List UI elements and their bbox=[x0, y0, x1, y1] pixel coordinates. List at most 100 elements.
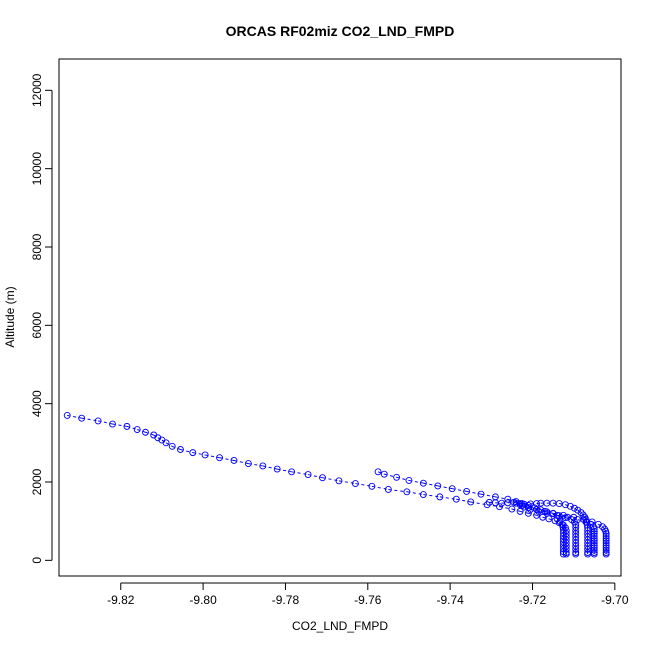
data-point bbox=[351, 480, 359, 488]
series-1-segment bbox=[180, 449, 193, 454]
y-axis-label: Altitude (m) bbox=[3, 286, 17, 347]
data-point bbox=[539, 513, 547, 521]
data-point bbox=[496, 503, 503, 511]
data-point bbox=[405, 476, 413, 484]
data-point bbox=[512, 499, 520, 507]
x-tick-label: -9.72 bbox=[519, 593, 547, 607]
chart-title: ORCAS RF02miz CO2_LND_FMPD bbox=[226, 23, 455, 39]
data-point bbox=[368, 482, 376, 490]
series-2-segment bbox=[495, 496, 508, 500]
series-1-segment bbox=[233, 459, 249, 465]
data-point bbox=[535, 507, 543, 515]
series-2-segment bbox=[377, 471, 385, 475]
data-point bbox=[553, 511, 561, 519]
data-point bbox=[602, 530, 610, 538]
plot-frame bbox=[58, 58, 622, 577]
data-point bbox=[590, 530, 598, 538]
y-tick-label: 10000 bbox=[30, 152, 44, 186]
data-point bbox=[590, 537, 598, 545]
series-1-segment bbox=[219, 457, 235, 461]
data-point bbox=[520, 503, 528, 511]
x-tick-label: -9.82 bbox=[107, 593, 135, 607]
data-point bbox=[335, 477, 343, 485]
series-1-segment bbox=[165, 442, 173, 447]
data-point bbox=[168, 442, 176, 450]
series-1-segment bbox=[126, 425, 138, 430]
series-3-segment bbox=[513, 501, 521, 505]
data-point bbox=[574, 516, 582, 524]
data-point bbox=[508, 505, 516, 513]
x-tick-label: -9.74 bbox=[436, 593, 464, 607]
data-point bbox=[559, 548, 567, 556]
series-1-segment bbox=[262, 465, 278, 470]
data-point bbox=[543, 509, 551, 517]
series-4-segment bbox=[544, 510, 554, 514]
series-3-segment bbox=[570, 505, 575, 509]
data-point bbox=[162, 439, 170, 447]
series-2-segment bbox=[437, 485, 453, 490]
series-1-segment bbox=[98, 420, 113, 425]
y-tick-label: 2000 bbox=[30, 468, 44, 495]
data-point bbox=[504, 495, 512, 503]
data-point bbox=[189, 449, 197, 457]
data-point bbox=[590, 525, 598, 533]
series-1-segment bbox=[192, 452, 206, 456]
x-tick-label: -9.70 bbox=[601, 593, 629, 607]
data-point bbox=[602, 527, 610, 535]
data-point bbox=[590, 542, 598, 549]
series-1-segment bbox=[548, 518, 556, 522]
data-point bbox=[419, 479, 427, 487]
series-1-segment bbox=[499, 506, 512, 510]
data-point bbox=[524, 504, 532, 511]
data-point bbox=[561, 501, 569, 509]
data-point bbox=[230, 457, 238, 464]
series-1-segment bbox=[137, 429, 146, 433]
y-tick-label: 6000 bbox=[30, 312, 44, 339]
data-point bbox=[599, 523, 606, 531]
data-point bbox=[483, 501, 491, 509]
series-3-segment bbox=[565, 504, 571, 507]
data-point bbox=[537, 506, 545, 514]
x-tick-label: -9.78 bbox=[272, 593, 300, 607]
data-point bbox=[590, 534, 598, 542]
series-2-segment bbox=[384, 473, 397, 478]
series-1-segment bbox=[536, 514, 543, 518]
series-1-segment bbox=[172, 445, 181, 450]
data-point bbox=[304, 471, 312, 479]
series-3-segment bbox=[559, 503, 566, 506]
series-1-segment bbox=[456, 498, 471, 503]
data-point bbox=[436, 493, 444, 501]
series-5-segment bbox=[577, 519, 587, 523]
data-point bbox=[403, 488, 411, 496]
series-2-segment bbox=[534, 507, 541, 511]
y-tick-label: 0 bbox=[30, 557, 44, 564]
series-1-segment bbox=[145, 431, 154, 436]
data-point bbox=[602, 534, 610, 542]
series-1-segment bbox=[205, 454, 220, 459]
x-axis-label: CO2_LND_FMPD bbox=[292, 619, 388, 633]
series-5-segment bbox=[538, 510, 548, 514]
data-point bbox=[602, 546, 610, 554]
series-2-segment bbox=[423, 482, 438, 487]
series-2-segment bbox=[466, 490, 482, 495]
data-point bbox=[572, 550, 580, 558]
data-point bbox=[244, 460, 252, 468]
data-point bbox=[577, 509, 585, 516]
series-1-segment bbox=[153, 434, 159, 439]
data-point bbox=[434, 482, 442, 490]
data-point bbox=[216, 454, 224, 462]
data-point bbox=[177, 446, 184, 453]
data-point bbox=[602, 532, 610, 540]
series-4-segment bbox=[598, 523, 603, 528]
x-axis: -9.82 -9.80 -9.78 -9.76 -9.74 -9.72 -9.70 bbox=[107, 582, 629, 607]
data-point bbox=[584, 550, 592, 558]
data-point bbox=[602, 537, 610, 545]
data-point bbox=[319, 474, 326, 482]
data-point bbox=[154, 434, 162, 442]
data-point bbox=[201, 451, 209, 459]
data-point bbox=[602, 542, 610, 549]
data-point bbox=[572, 545, 580, 553]
data-point bbox=[133, 426, 141, 433]
y-tick-label: 12000 bbox=[30, 73, 44, 107]
